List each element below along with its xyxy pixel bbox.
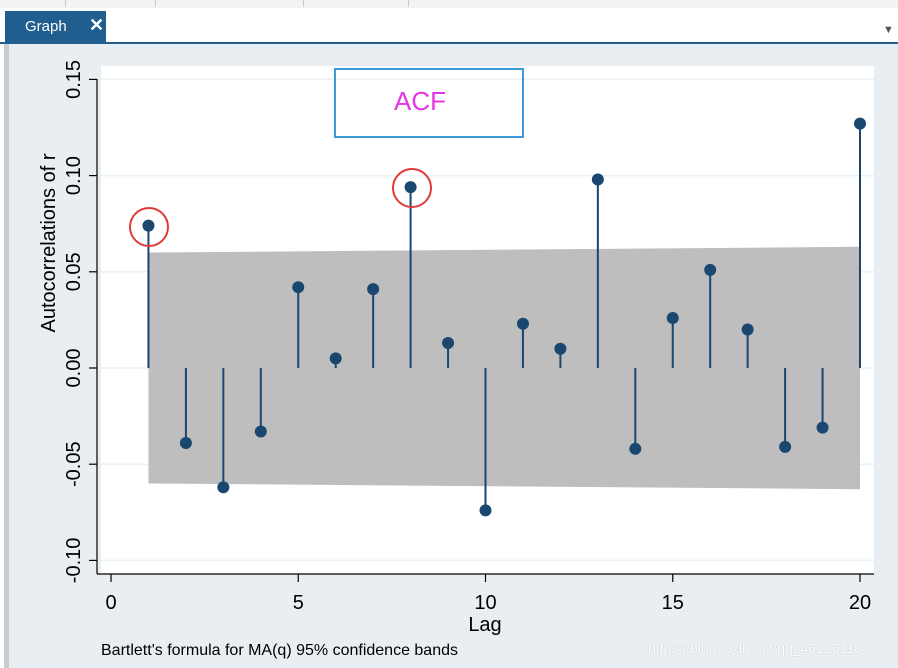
stem-point xyxy=(591,173,604,186)
y-tick-label: -0.05 xyxy=(63,441,85,487)
tab-graph-label: Graph xyxy=(25,18,67,35)
acf-annotation-label: ACF xyxy=(394,86,446,116)
top-strip-segment xyxy=(156,0,304,7)
graph-left-border xyxy=(4,44,9,668)
axes xyxy=(89,78,874,582)
watermark: https://blog.csdn.net/qq_46126118 xyxy=(648,640,862,656)
y-tick-label: 0.15 xyxy=(63,60,85,99)
stem-point xyxy=(479,504,492,517)
stem-point xyxy=(254,425,267,438)
tab-graph[interactable]: Graph ✕ xyxy=(5,11,106,42)
x-tick-label: 20 xyxy=(849,592,871,614)
stem-point xyxy=(629,442,642,455)
close-icon[interactable]: ✕ xyxy=(89,15,105,35)
stem-point xyxy=(442,336,455,349)
stem-point xyxy=(779,440,792,453)
stem-point xyxy=(741,323,754,336)
top-strip-segment xyxy=(66,0,156,7)
confidence-band-note: Bartlett's formula for MA(q) 95% confide… xyxy=(101,642,458,659)
top-strip-segment xyxy=(0,0,66,7)
y-tick-label: 0.00 xyxy=(63,349,85,388)
stem-point xyxy=(854,117,866,130)
y-tick-label: -0.10 xyxy=(63,538,85,584)
stems xyxy=(142,117,866,517)
tab-bar: Graph ✕ ▼ xyxy=(0,8,898,44)
stem-point xyxy=(217,481,230,494)
y-axis-label: Autocorrelations of r xyxy=(38,153,60,332)
x-axis-label: Lag xyxy=(468,614,501,636)
highlight-circle xyxy=(391,168,432,209)
top-strip xyxy=(0,0,898,8)
stem-point xyxy=(292,281,305,294)
x-tick-label: 10 xyxy=(474,592,496,614)
stem-point xyxy=(329,352,342,365)
confidence-band xyxy=(148,246,860,490)
x-tick-label: 15 xyxy=(662,592,684,614)
stem-point xyxy=(179,437,192,450)
y-tick-label: 0.10 xyxy=(63,156,85,195)
stem-point xyxy=(367,283,380,296)
y-tick-label: 0.05 xyxy=(63,252,85,291)
top-strip-segment xyxy=(304,0,409,7)
stem-point xyxy=(516,317,529,330)
highlight-circle xyxy=(129,206,170,247)
stem-point xyxy=(666,311,679,324)
stem-point xyxy=(816,421,829,434)
x-tick-label: 0 xyxy=(105,592,116,614)
x-tick-label: 5 xyxy=(293,592,304,614)
acf-annotation-box: ACF xyxy=(334,68,524,138)
tick-labels: -0.10 -0.05 0.00 0.05 0.10 0.15 0 5 10 15 20 xyxy=(63,60,871,614)
chevron-down-icon[interactable]: ▼ xyxy=(883,24,894,36)
stem-point xyxy=(554,342,567,355)
stem-point xyxy=(704,263,717,276)
